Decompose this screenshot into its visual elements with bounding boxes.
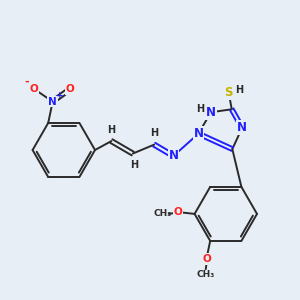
Text: H: H [130,160,138,170]
Text: CH₃: CH₃ [196,270,215,279]
Text: +: + [56,91,64,100]
Text: O: O [30,84,39,94]
Text: CH₃: CH₃ [154,209,172,218]
Text: H: H [150,128,158,138]
Text: O: O [203,254,212,264]
Text: H: H [196,104,205,114]
Text: N: N [169,149,178,162]
Text: H: H [107,125,116,135]
Text: -: - [24,77,28,87]
Text: N: N [237,121,247,134]
Text: S: S [224,86,233,99]
Text: H: H [235,85,243,95]
Text: N: N [206,106,216,119]
Text: O: O [174,207,183,218]
Text: O: O [65,84,74,94]
Text: N: N [194,127,203,140]
Text: N: N [48,97,57,106]
